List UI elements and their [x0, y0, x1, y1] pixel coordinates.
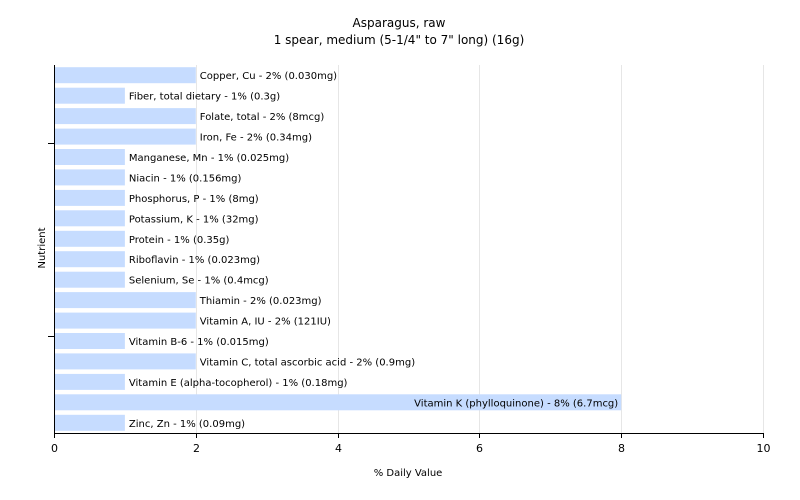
bar — [55, 87, 125, 104]
bar-label: Folate, total - 2% (8mcg) — [200, 112, 325, 123]
bar-label: Phosphorus, P - 1% (8mg) — [129, 194, 259, 205]
bar — [55, 353, 196, 370]
bar-label: Manganese, Mn - 1% (0.025mg) — [129, 153, 289, 164]
bar — [55, 128, 196, 145]
x-tick-label: 4 — [335, 442, 342, 455]
bar — [55, 312, 196, 329]
bar — [55, 394, 622, 411]
x-tick-label: 10 — [757, 442, 771, 455]
bar-label: Vitamin K (phylloquinone) - 8% (6.7mcg) — [414, 398, 618, 409]
x-axis-title: % Daily Value — [374, 468, 443, 479]
bar — [55, 414, 125, 431]
bar-label: Vitamin C, total ascorbic acid - 2% (0.9… — [200, 357, 415, 368]
bar — [55, 189, 125, 206]
bar-label: Vitamin E (alpha-tocopherol) - 1% (0.18m… — [129, 378, 348, 389]
bar — [55, 271, 125, 288]
x-tick-label: 2 — [193, 442, 200, 455]
x-tick-labels: 0 2 4 6 8 10 — [51, 442, 771, 455]
bar-label: Iron, Fe - 2% (0.34mg) — [200, 133, 312, 144]
chart-title: Asparagus, raw — [353, 16, 446, 30]
bar — [55, 108, 196, 125]
bar — [55, 230, 125, 247]
x-tick-label: 0 — [51, 442, 58, 455]
bar-label: Selenium, Se - 1% (0.4mcg) — [129, 276, 269, 287]
bar-label: Niacin - 1% (0.156mg) — [129, 173, 242, 184]
bars: Copper, Cu - 2% (0.030mg) Fiber, total di… — [55, 67, 622, 431]
bar-label: Copper, Cu - 2% (0.030mg) — [200, 71, 337, 82]
bar-label: Vitamin B-6 - 1% (0.015mg) — [129, 337, 269, 348]
bar-label: Zinc, Zn - 1% (0.09mg) — [129, 419, 245, 430]
bar-label: Protein - 1% (0.35g) — [129, 235, 230, 246]
bar — [55, 149, 125, 165]
gridlines — [196, 65, 764, 433]
bar — [55, 251, 125, 268]
bar-label: Fiber, total dietary - 1% (0.3g) — [129, 92, 280, 103]
axes — [48, 65, 764, 438]
y-axis-title: Nutrient — [37, 227, 48, 268]
chart-subtitle: 1 spear, medium (5-1/4" to 7" long) (16g… — [274, 33, 525, 47]
x-tick-label: 6 — [476, 442, 483, 455]
bar — [55, 67, 196, 84]
bar — [55, 210, 125, 227]
bar — [55, 169, 125, 186]
bar-label: Thiamin - 2% (0.023mg) — [199, 296, 322, 307]
bar-label: Potassium, K - 1% (32mg) — [129, 214, 259, 225]
bar — [55, 333, 125, 349]
bar — [55, 373, 125, 390]
x-tick-label: 8 — [618, 442, 625, 455]
bar — [55, 292, 196, 309]
bar-label: Vitamin A, IU - 2% (121IU) — [200, 317, 331, 328]
bar-label: Riboflavin - 1% (0.023mg) — [129, 255, 260, 266]
